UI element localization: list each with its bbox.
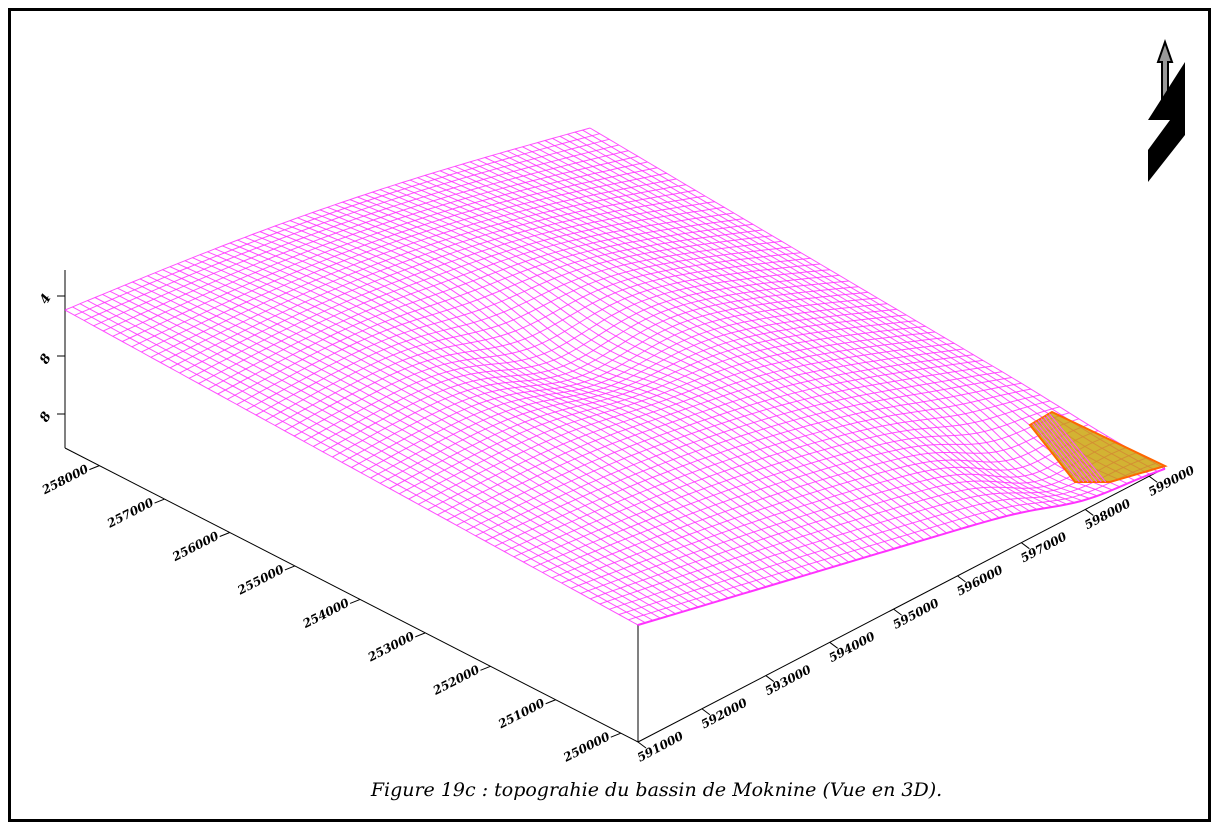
y-tick-mark: [154, 498, 165, 504]
y-tick-mark: [349, 598, 361, 604]
bounding-box: [64, 270, 1166, 743]
x-tick-label: 593000: [763, 662, 814, 698]
x-tick-mark: [1148, 475, 1158, 483]
x-tick-mark: [893, 608, 902, 616]
surface-mesh: [64, 127, 1166, 626]
x-tick-mark: [637, 741, 647, 749]
y-tick-label: 257000: [104, 495, 156, 531]
y-tick-mark: [610, 732, 621, 738]
figure-caption: Figure 19c : topograhie du bassin de Mok…: [370, 779, 943, 801]
y-axis: 250000 251000 252000 253000 254000 255000 2560…: [39, 462, 621, 765]
x-tick-label: 595000: [890, 596, 941, 632]
y-tick-label: 256000: [169, 528, 221, 564]
y-tick-label: 251000: [495, 696, 547, 732]
y-tick-mark: [415, 632, 426, 638]
x-tick-label: 592000: [699, 695, 750, 731]
x-tick-mark: [957, 575, 966, 583]
figure-frame: [8, 8, 1211, 822]
y-tick-label: 254000: [300, 595, 352, 631]
z-tick-label: 4: [37, 292, 55, 307]
x-tick-label: 594000: [827, 629, 878, 665]
x-tick-label: 598000: [1082, 496, 1133, 532]
y-tick-label: 253000: [365, 629, 417, 665]
surface-highlight-patch: [1028, 410, 1168, 483]
x-tick-mark: [829, 641, 838, 649]
x-tick-mark: [765, 675, 775, 682]
y-tick-label: 252000: [430, 662, 482, 698]
y-tick-label: 258000: [39, 462, 91, 498]
north-arrow-icon: [1148, 38, 1185, 182]
y-tick-mark: [480, 665, 491, 671]
x-tick-label: 596000: [954, 562, 1005, 598]
y-tick-mark: [89, 465, 100, 471]
x-tick-label: 597000: [1018, 529, 1069, 565]
x-tick-mark: [1084, 509, 1094, 516]
y-tick-label: 250000: [560, 729, 612, 765]
y-tick-mark: [284, 565, 296, 571]
y-tick-label: 255000: [234, 562, 286, 598]
x-axis: 591000 592000 593000 594000 595000 596000 5970…: [635, 463, 1198, 765]
y-tick-mark: [219, 532, 230, 537]
z-tick-label: 8: [37, 410, 55, 425]
x-tick-label: 591000: [635, 728, 686, 764]
x-tick-mark: [1021, 542, 1030, 550]
x-tick-mark: [701, 708, 711, 716]
z-axis: 4 8 8: [37, 292, 65, 425]
y-tick-mark: [545, 699, 556, 705]
z-tick-label: 8: [37, 352, 55, 367]
